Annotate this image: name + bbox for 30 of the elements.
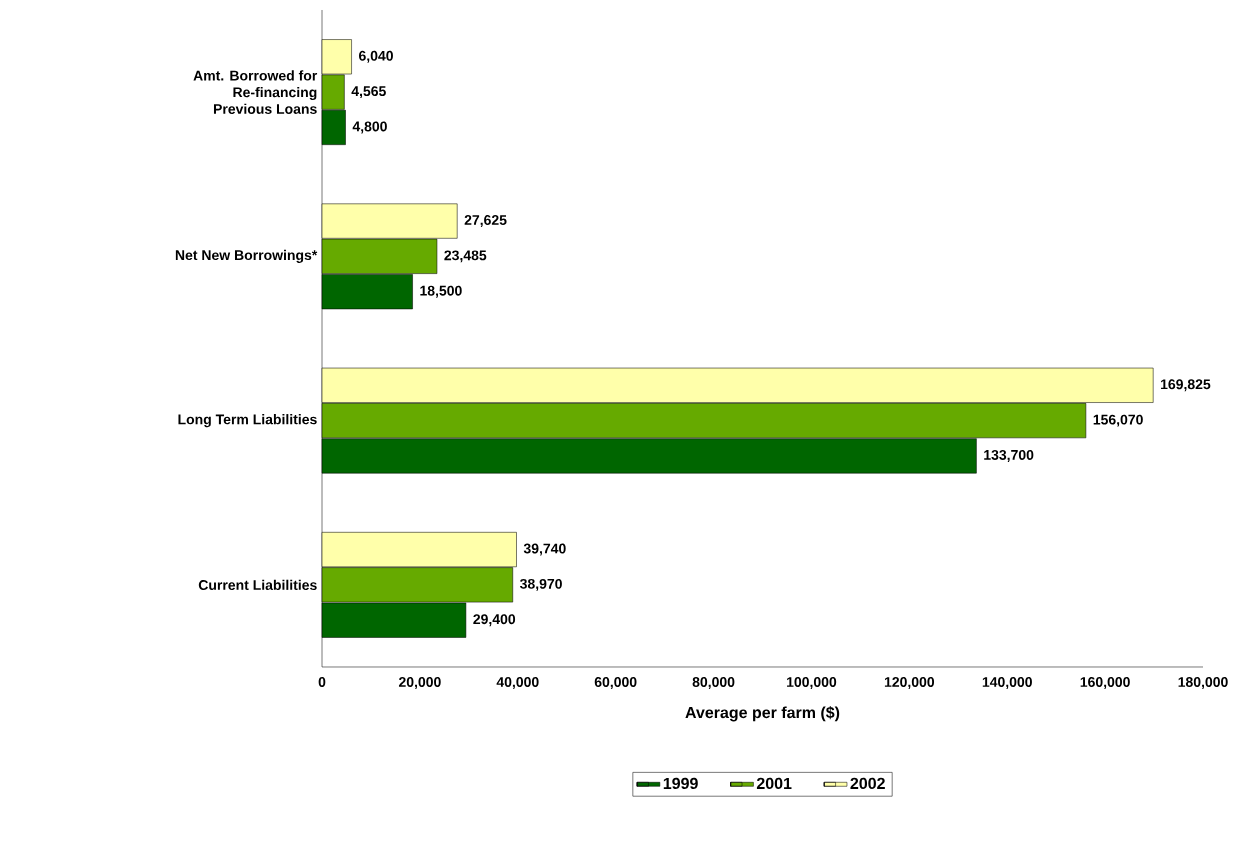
- x-tick-label: 80,000: [692, 677, 735, 689]
- data-label: 18,500: [420, 285, 462, 298]
- y-tick-label: Amt. Borrowed for Re-financing Previous Loans: [193, 70, 318, 114]
- data-label: 4,565: [351, 86, 386, 99]
- data-label: 23,485: [444, 250, 487, 263]
- data-label: 27,625: [464, 215, 507, 228]
- data-label: 29,400: [473, 614, 516, 627]
- data-label: 133,700: [984, 449, 1034, 462]
- x-tick-label: 60,000: [594, 677, 637, 689]
- y-tick-label: Net New Borrowings*: [175, 249, 318, 263]
- y-tick-label: Long Term Liabilities: [178, 414, 317, 428]
- x-tick-label: 120,000: [884, 677, 935, 689]
- data-label: 39,740: [523, 543, 566, 556]
- x-axis-title: Average per farm ($): [685, 706, 840, 722]
- x-tick-label: 140,000: [982, 677, 1032, 689]
- legend-label: 1999: [663, 777, 698, 790]
- x-tick-label: 100,000: [787, 677, 837, 689]
- data-label: 38,970: [519, 578, 562, 591]
- x-tick-label: 0: [318, 677, 326, 687]
- data-label: 156,070: [1093, 414, 1143, 427]
- data-label: 169,825: [1161, 379, 1211, 392]
- x-tick-label: 180,000: [1178, 677, 1228, 689]
- data-label: 4,800: [352, 121, 387, 134]
- x-tick-label: 20,000: [398, 677, 441, 689]
- legend-label: 2001: [756, 777, 792, 790]
- y-tick-label: Current Liabilities: [198, 579, 317, 591]
- x-tick-label: 160,000: [1080, 677, 1130, 689]
- data-label: 6,040: [359, 50, 393, 63]
- x-tick-label: 40,000: [496, 677, 539, 689]
- legend-label: 2002: [850, 777, 885, 790]
